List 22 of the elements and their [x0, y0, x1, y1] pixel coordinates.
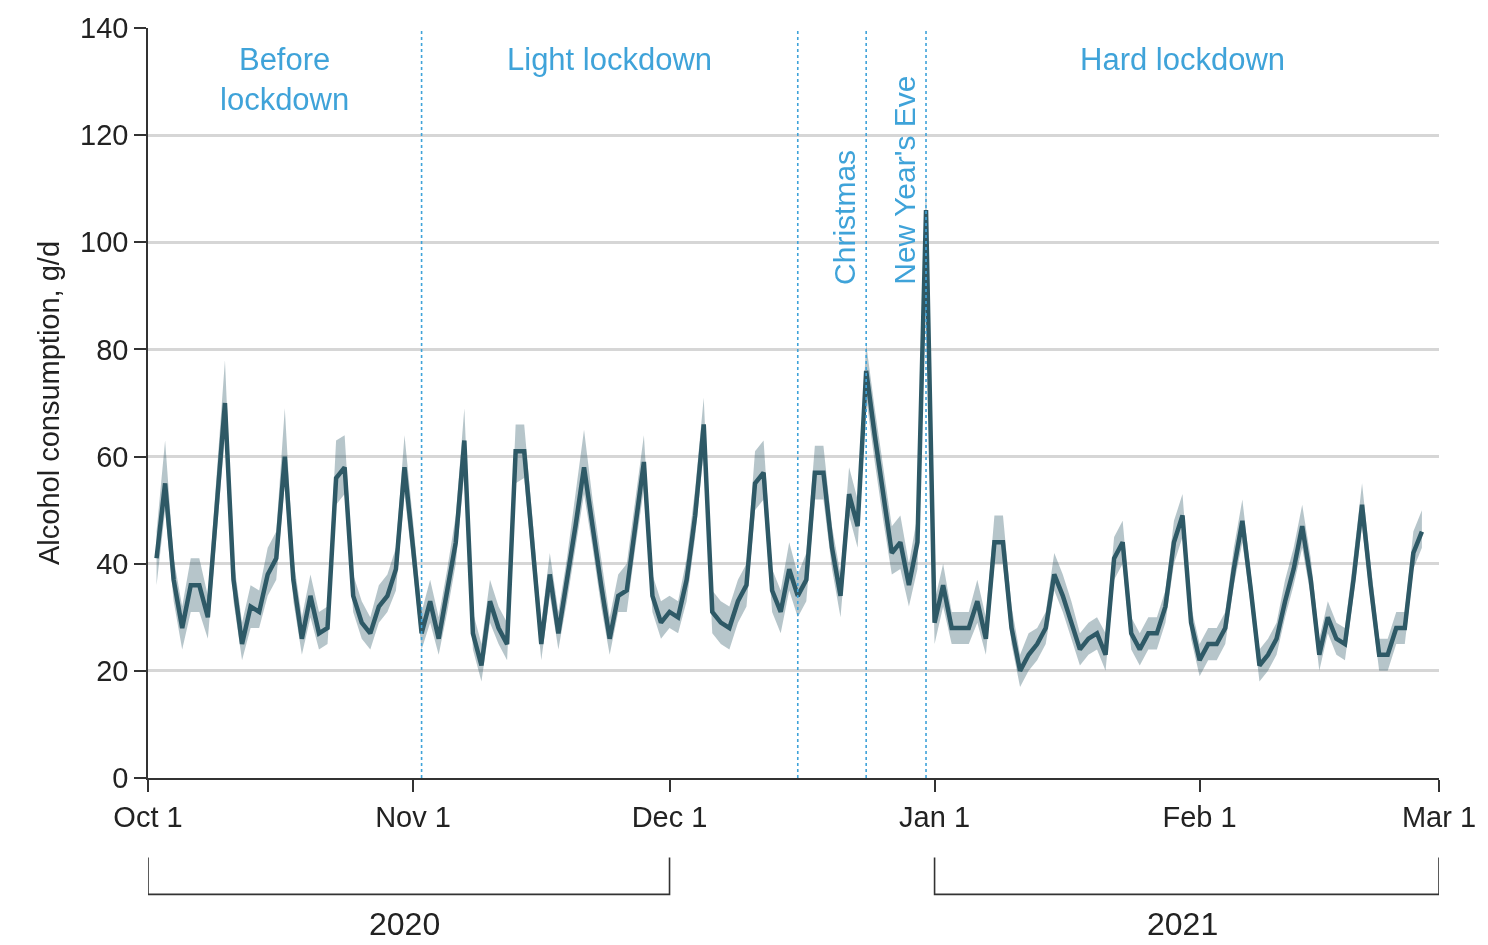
ref-line-label: Christmas [828, 149, 862, 285]
y-tick-label: 20 [96, 655, 129, 688]
ref-line-label: New Year's Eve [888, 75, 922, 285]
x-tick-label: Jan 1 [899, 800, 971, 833]
x-tick-label: Dec 1 [631, 800, 708, 833]
annotation: Before lockdown [220, 42, 350, 118]
y-tick-label: 60 [96, 440, 129, 473]
text: 2021 [1147, 906, 1219, 942]
x-tick-label: Oct 1 [113, 800, 183, 833]
y-tick-label: 120 [80, 119, 129, 152]
text: 2020 [369, 906, 441, 942]
y-axis-title: Alcohol consumption, g/d [32, 240, 65, 566]
y-tick-label: 40 [96, 547, 129, 580]
annotation: Light lockdown [507, 42, 713, 77]
x-tick-label: Feb 1 [1162, 800, 1237, 833]
y-tick-label: 100 [80, 226, 129, 259]
y-tick-label: 80 [96, 333, 129, 366]
x-tick-label: Mar 1 [1401, 800, 1477, 833]
annotation: Hard lockdown [1080, 42, 1286, 77]
y-tick-label: 140 [80, 12, 129, 45]
y-tick-label: 0 [112, 762, 129, 795]
x-tick-label: Nov 1 [375, 800, 451, 833]
